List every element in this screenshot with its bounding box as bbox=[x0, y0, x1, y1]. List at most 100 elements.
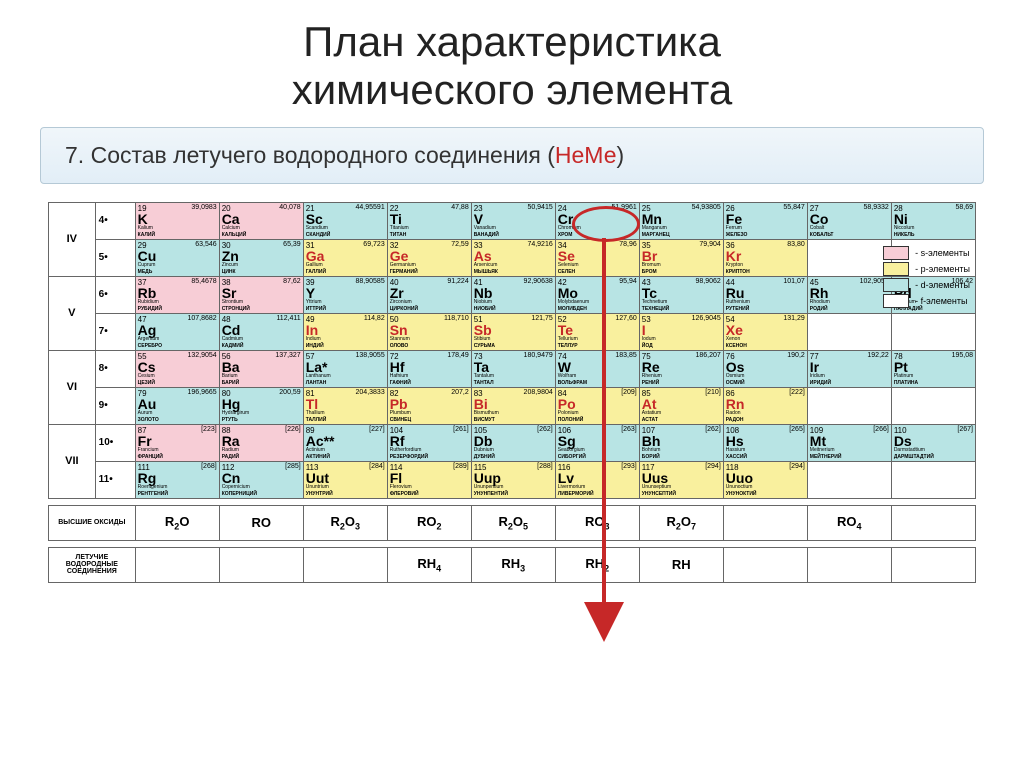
element-Zr: 4091,224ZrZirconiumЦИРКОНИЙ bbox=[387, 276, 471, 313]
element-Bh: 107[262]BhBohriumБОРИЙ bbox=[639, 424, 723, 461]
element-Kr: 3683,80KrKryptonКРИПТОН bbox=[723, 239, 807, 276]
footer-label: ВЫСШИЕ ОКСИДЫ bbox=[49, 505, 136, 540]
footer-cell: R2O5 bbox=[471, 505, 555, 540]
subtitle-num: 7. bbox=[65, 142, 84, 168]
element-Hg: 80200,59HgHydrargirumРТУТЬ bbox=[219, 387, 303, 424]
blank-cell bbox=[807, 313, 891, 350]
blank-cell bbox=[891, 313, 975, 350]
blank-cell bbox=[807, 387, 891, 424]
element-Fl: 114[289]FlFleroviumФЛЕРОВИЙ bbox=[387, 461, 471, 498]
element-Xe: 54131,29XeXenonКСЕНОН bbox=[723, 313, 807, 350]
footer-cell bbox=[303, 547, 387, 582]
element-Db: 105[262]DbDubniumДУБНИЙ bbox=[471, 424, 555, 461]
legend-item: - p-элементы bbox=[883, 262, 970, 276]
element-Ti: 2247,88TiTitaniumТИТАН bbox=[387, 202, 471, 239]
element-Mo: 4295,94MoMolybdaenumМОЛИБДЕН bbox=[555, 276, 639, 313]
footer-cell bbox=[807, 547, 891, 582]
footer-cell: R2O bbox=[135, 505, 219, 540]
page-title: План характеристика химического элемента bbox=[0, 0, 1024, 127]
element-K: 1939,0983KKaliumКАЛИЙ bbox=[135, 202, 219, 239]
footer-cell bbox=[219, 547, 303, 582]
element-Ga: 3169,723GaGalliumГАЛЛИЙ bbox=[303, 239, 387, 276]
element-Ir: 77192,22IrIridiumИРИДИЙ bbox=[807, 350, 891, 387]
legend-item: - d-элементы bbox=[883, 278, 970, 292]
legend-item: - f-элементы bbox=[883, 294, 970, 308]
blank-cell bbox=[891, 461, 975, 498]
row-number: 4• bbox=[95, 202, 135, 239]
title-line2: химического элемента bbox=[292, 66, 733, 113]
row-number: 6• bbox=[95, 276, 135, 313]
element-Cn: 112[285]CnCoperniciumКОПЕРНИЦИЙ bbox=[219, 461, 303, 498]
element-In: 49114,82InIndiumИНДИЙ bbox=[303, 313, 387, 350]
footer-cell bbox=[723, 505, 807, 540]
element-Cu: 2963,546CuCuprumМЕДЬ bbox=[135, 239, 219, 276]
period-roman: VI bbox=[49, 350, 96, 424]
element-Fr: 87[223]FrFranciumФРАНЦИЙ bbox=[135, 424, 219, 461]
footer-cell: RO3 bbox=[555, 505, 639, 540]
element-Uuo: 118[294]UuoUnunoctiumУНУНОКТИЙ bbox=[723, 461, 807, 498]
element-Bi: 83208,9804BiBismuthumВИСМУТ bbox=[471, 387, 555, 424]
element-Mt: 109[266]MtMeitneriumМЕЙТНЕРИЙ bbox=[807, 424, 891, 461]
element-Rh: 45102,9055RhRhodiumРОДИЙ bbox=[807, 276, 891, 313]
element-Sc: 2144,95591ScScandiumСКАНДИЙ bbox=[303, 202, 387, 239]
element-Ca: 2040,078CaCalciumКАЛЬЦИЙ bbox=[219, 202, 303, 239]
element-Tl: 81204,3833TlThalliumТАЛЛИЙ bbox=[303, 387, 387, 424]
element-Au: 79196,9665AuAurumЗОЛОТО bbox=[135, 387, 219, 424]
element-V: 2350,9415VVanadiumВАНАДИЙ bbox=[471, 202, 555, 239]
element-Ba: 56137,327BaBariumБАРИЙ bbox=[219, 350, 303, 387]
element-Pb: 82207,2PbPlumbumСВИНЕЦ bbox=[387, 387, 471, 424]
footer-label: ЛЕТУЧИЕ ВОДОРОДНЫЕ СОЕДИНЕНИЯ bbox=[49, 547, 136, 582]
element-Re: 75186,207ReRheniumРЕНИЙ bbox=[639, 350, 723, 387]
element-Uus: 117[294]UusUnunseptiumУНУНСЕПТИЙ bbox=[639, 461, 723, 498]
element-Pt: 78195,08PtPlatinumПЛАТИНА bbox=[891, 350, 975, 387]
footer-cell: RH3 bbox=[471, 547, 555, 582]
footer-cell bbox=[135, 547, 219, 582]
element-Y: 3988,90585YYttriumИТТРИЙ bbox=[303, 276, 387, 313]
element-Mn: 2554,93805MnManganumМАРГАНЕЦ bbox=[639, 202, 723, 239]
element-Uut: 113[284]UutUnuntriumУНУНТРИЙ bbox=[303, 461, 387, 498]
element-Ni: 2858,69NiNiccolumНИКЕЛЬ bbox=[891, 202, 975, 239]
periodic-table: IV4•1939,0983KKaliumКАЛИЙ2040,078CaCalci… bbox=[48, 202, 976, 589]
subtitle-close: ) bbox=[617, 142, 625, 168]
element-Fe: 2655,847FeFerrumЖЕЛЕЗО bbox=[723, 202, 807, 239]
element-Ta: 73180,9479TaTantalumТАНТАЛ bbox=[471, 350, 555, 387]
period-roman: V bbox=[49, 276, 96, 350]
footer-cell: RO bbox=[219, 505, 303, 540]
element-Cd: 48112,411CdCadmiumКАДМИЙ bbox=[219, 313, 303, 350]
element-Hf: 72178,49HfHafniumГАФНИЙ bbox=[387, 350, 471, 387]
footer-cell: RO4 bbox=[807, 505, 891, 540]
element-Ds: 110[267]DsDarmstadtiumДАРМШТАДТИЙ bbox=[891, 424, 975, 461]
footer-cell bbox=[723, 547, 807, 582]
footer-cell: RH4 bbox=[387, 547, 471, 582]
element-Rn: 86[222]RnRadonРАДОН bbox=[723, 387, 807, 424]
element-Rf: 104[261]RfRutherfordiumРЕЗЕРФОРДИЙ bbox=[387, 424, 471, 461]
element-Te: 52127,60TeTelluriumТЕЛЛУР bbox=[555, 313, 639, 350]
periodic-table-wrap: IV4•1939,0983KKaliumКАЛИЙ2040,078CaCalci… bbox=[48, 202, 976, 589]
element-Br: 3579,904BrBromumБРОМ bbox=[639, 239, 723, 276]
element-Rg: 111[268]RgRoentgeniumРЕНТГЕНИЙ bbox=[135, 461, 219, 498]
footer-cell bbox=[891, 547, 975, 582]
footer-cell: R2O7 bbox=[639, 505, 723, 540]
element-Se: 3478,96SeSeleniumСЕЛЕН bbox=[555, 239, 639, 276]
row-number: 8• bbox=[95, 350, 135, 387]
row-number: 5• bbox=[95, 239, 135, 276]
element-Uup: 115[288]UupUnunpentiumУНУНПЕНТИЙ bbox=[471, 461, 555, 498]
element-Zn: 3065,39ZnZincumЦИНК bbox=[219, 239, 303, 276]
element-Cs: 55132,9054CsCesiumЦЕЗИЙ bbox=[135, 350, 219, 387]
element-As: 3374,9216AsArsenicumМЫШЬЯК bbox=[471, 239, 555, 276]
element-Co: 2758,9332CoCobaltКОБАЛЬТ bbox=[807, 202, 891, 239]
element-Ac**: 89[227]Ac**ActiniumАКТИНИЙ bbox=[303, 424, 387, 461]
element-I: 53126,9045IIodumЙОД bbox=[639, 313, 723, 350]
element-Ag: 47107,8682AgArgentumСЕРЕБРО bbox=[135, 313, 219, 350]
legend: - s-элементы - p-элементы - d-элементы -… bbox=[883, 244, 970, 310]
element-La*: 57138,9055La*LanthanumЛАНТАН bbox=[303, 350, 387, 387]
element-Hs: 108[265]HsHassiumХАССИЙ bbox=[723, 424, 807, 461]
element-Ru: 44101,07RuRutheniumРУТЕНИЙ bbox=[723, 276, 807, 313]
footer-cell: RO2 bbox=[387, 505, 471, 540]
element-Cr: 2451,9961CrChromiumХРОМ bbox=[555, 202, 639, 239]
period-roman: IV bbox=[49, 202, 96, 276]
element-At: 85[210]AtAstatiumАСТАТ bbox=[639, 387, 723, 424]
element-Ra: 88[226]RaRadiumРАДИЙ bbox=[219, 424, 303, 461]
element-Ge: 3272,59GeGermaniumГЕРМАНИЙ bbox=[387, 239, 471, 276]
footer-cell: R2O3 bbox=[303, 505, 387, 540]
